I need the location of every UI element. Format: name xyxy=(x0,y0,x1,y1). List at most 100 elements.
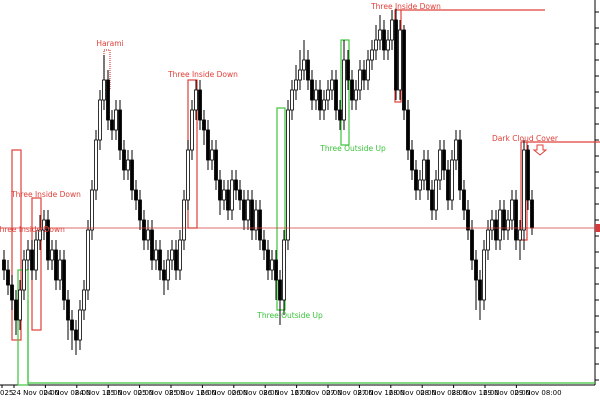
candle-body xyxy=(358,69,362,91)
pattern-label: Three Inside Down xyxy=(167,70,238,79)
candle-body xyxy=(210,149,214,161)
candle-body xyxy=(6,269,10,286)
candle-body xyxy=(254,209,258,231)
candle-body xyxy=(166,259,170,281)
candle-body xyxy=(434,179,438,211)
candle-body xyxy=(490,219,494,231)
candle-body xyxy=(94,139,98,191)
candle-body xyxy=(98,99,102,141)
candle-body xyxy=(282,239,286,301)
candle-body xyxy=(74,329,78,341)
candle-body xyxy=(334,79,338,111)
candle-body xyxy=(250,199,254,231)
candle-body xyxy=(230,179,234,211)
candle-body xyxy=(54,249,58,281)
candle-body xyxy=(46,219,50,261)
candle-body xyxy=(50,249,54,261)
candle-body xyxy=(70,319,74,331)
x-tick-label: 28 Nov 08:00 xyxy=(420,389,467,397)
candle-body xyxy=(350,79,354,101)
x-tick-label: 25 Nov 00:00 xyxy=(106,389,153,397)
candle-body xyxy=(322,99,326,111)
candle-body xyxy=(234,179,238,191)
candle-body xyxy=(242,199,246,221)
candle-body xyxy=(318,89,322,111)
x-tick-label: 29 Nov 08:00 xyxy=(514,389,561,397)
candle-body xyxy=(90,189,94,231)
x-tick-label: 28 Nov 16:00 xyxy=(452,389,499,397)
candle-body xyxy=(298,69,302,81)
candle-body xyxy=(362,69,366,81)
x-tick-label: 26 Nov 00:00 xyxy=(200,389,247,397)
candle-body xyxy=(42,219,46,231)
x-tick-label: 27 Nov 08:00 xyxy=(326,389,373,397)
candle-body xyxy=(110,119,114,131)
candle-body xyxy=(26,249,30,261)
candle-body xyxy=(470,229,474,261)
candle-body xyxy=(2,259,6,271)
pattern-label: Three Outside Up xyxy=(319,144,386,153)
candle-body xyxy=(142,219,146,241)
x-tick-label: 24 Nov 16:00 xyxy=(75,389,122,397)
candle-body xyxy=(294,79,298,91)
candle-body xyxy=(442,149,446,171)
x-tick-label: 27 Nov 16:00 xyxy=(357,389,404,397)
candle-body xyxy=(426,159,430,191)
candle-body xyxy=(370,49,374,61)
pattern-label: Three Outside Up xyxy=(256,311,323,320)
x-tick-label: 24 Nov 08:00 xyxy=(43,389,90,397)
candle-body xyxy=(378,29,382,41)
candle-body xyxy=(202,119,206,131)
candle-body xyxy=(270,259,274,271)
x-tick-label: 29 Nov 00:00 xyxy=(483,389,530,397)
candle-body xyxy=(494,219,498,241)
candle-body xyxy=(122,149,126,171)
candle-body xyxy=(286,109,290,241)
signal-arrow xyxy=(532,144,548,156)
candle-body xyxy=(454,139,458,161)
candle-body xyxy=(306,59,310,81)
price-tag xyxy=(595,224,600,232)
candle-body xyxy=(226,189,230,211)
candle-body xyxy=(418,179,422,191)
candle-body xyxy=(82,289,86,311)
candle-body xyxy=(14,299,18,321)
candle-body xyxy=(354,89,358,101)
candle-body xyxy=(214,149,218,181)
candle-body xyxy=(394,19,398,91)
candle-body xyxy=(62,259,66,301)
x-tick-label: 24 Nov 00:00 xyxy=(12,389,59,397)
x-tick-label: 25 Nov 08:00 xyxy=(138,389,185,397)
candle-body xyxy=(458,139,462,191)
candle-body xyxy=(274,259,278,281)
candle-body xyxy=(102,79,106,101)
pattern-label: Harami xyxy=(96,39,123,48)
candle-body xyxy=(338,109,342,121)
candle-body xyxy=(266,249,270,271)
candle-body xyxy=(478,279,482,301)
candle-body xyxy=(346,59,350,81)
candle-body xyxy=(438,149,442,181)
pattern-label: Three Inside Down xyxy=(0,225,65,234)
candle-body xyxy=(326,89,330,101)
candle-body xyxy=(238,189,242,201)
candle-body xyxy=(30,249,34,271)
candle-body xyxy=(510,199,514,221)
x-tick-label: 26 Nov 16:00 xyxy=(263,389,310,397)
candle-body xyxy=(174,249,178,271)
candle-body xyxy=(430,189,434,211)
candle-body xyxy=(86,229,90,291)
candle-body xyxy=(406,109,410,151)
candle-body xyxy=(114,109,118,131)
candle-body xyxy=(398,29,402,91)
candle-body xyxy=(66,299,70,321)
candle-body xyxy=(506,219,510,231)
candle-body xyxy=(278,279,282,301)
candle-body xyxy=(182,199,186,241)
x-tick-label: 025 xyxy=(0,389,13,397)
pattern-label: Dark Cloud Cover xyxy=(492,134,559,143)
x-tick-label: 25 Nov 16:00 xyxy=(169,389,216,397)
candle-body xyxy=(502,209,506,231)
candle-body xyxy=(366,59,370,81)
